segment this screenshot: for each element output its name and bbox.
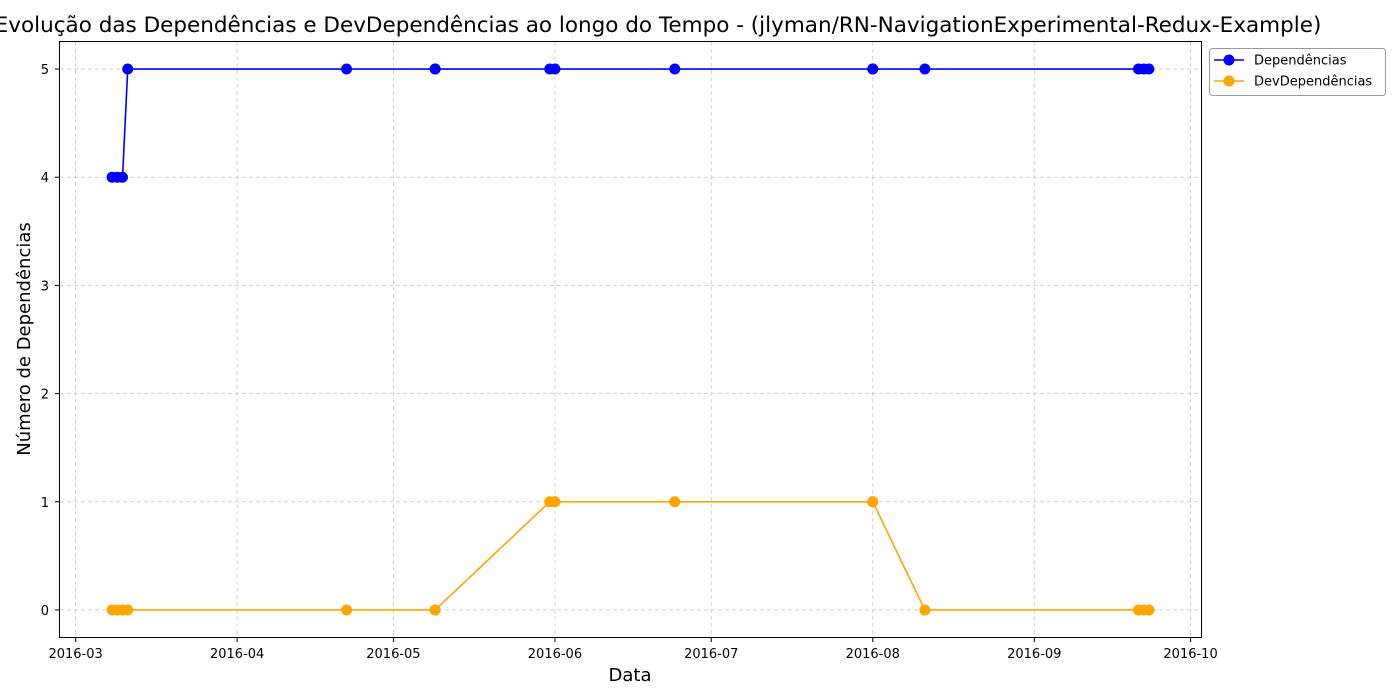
data-point — [669, 63, 681, 75]
series-line — [112, 68, 1149, 179]
y-tick-label: 5 — [41, 63, 49, 78]
legend-marker — [1223, 75, 1235, 87]
data-point — [429, 604, 441, 616]
data-point — [122, 63, 134, 75]
legend: Dependências DevDependências — [1209, 48, 1386, 96]
data-point — [117, 171, 129, 183]
plot-frame — [59, 41, 1202, 638]
data-point — [919, 63, 931, 75]
y-tick-label: 4 — [41, 171, 49, 186]
x-tick-label: 2016-07 — [684, 647, 738, 662]
x-tick-label: 2016-08 — [846, 647, 900, 662]
x-tick-label: 2016-05 — [366, 647, 420, 662]
x-tick-label: 2016-09 — [1007, 647, 1061, 662]
data-point — [867, 496, 879, 508]
x-tick-label: 2016-04 — [210, 647, 264, 662]
data-point — [341, 63, 353, 75]
data-point — [669, 496, 681, 508]
data-point — [1143, 604, 1155, 616]
data-point — [919, 604, 931, 616]
grid-lines — [60, 42, 1201, 637]
data-point — [341, 604, 353, 616]
legend-label: DevDependências — [1254, 75, 1372, 90]
data-point — [549, 63, 561, 75]
legend-marker — [1223, 54, 1235, 66]
data-point — [429, 63, 441, 75]
data-point — [867, 63, 879, 75]
data-point — [122, 604, 134, 616]
x-tick-label: 2016-10 — [1163, 647, 1217, 662]
x-axis-label: Data — [609, 665, 652, 686]
y-tick-label: 1 — [41, 496, 49, 511]
x-tick-label: 2016-06 — [528, 647, 582, 662]
axes: 2016-03 2016-04 2016-05 2016-06 2016-07 2016-… — [41, 63, 1218, 662]
y-axis-label: Número de Dependências — [14, 222, 35, 456]
y-tick-label: 0 — [41, 604, 49, 619]
legend-box — [1209, 48, 1386, 96]
data-point — [549, 496, 561, 508]
series-line — [112, 500, 1149, 611]
y-tick-label: 3 — [41, 279, 49, 294]
legend-label: Dependências — [1254, 54, 1347, 69]
data-point — [1143, 63, 1155, 75]
series-layer — [106, 63, 1155, 616]
x-tick-label: 2016-03 — [48, 647, 102, 662]
y-tick-label: 2 — [41, 388, 49, 403]
chart-title: Evolução das Dependências e DevDependênc… — [0, 13, 1321, 38]
